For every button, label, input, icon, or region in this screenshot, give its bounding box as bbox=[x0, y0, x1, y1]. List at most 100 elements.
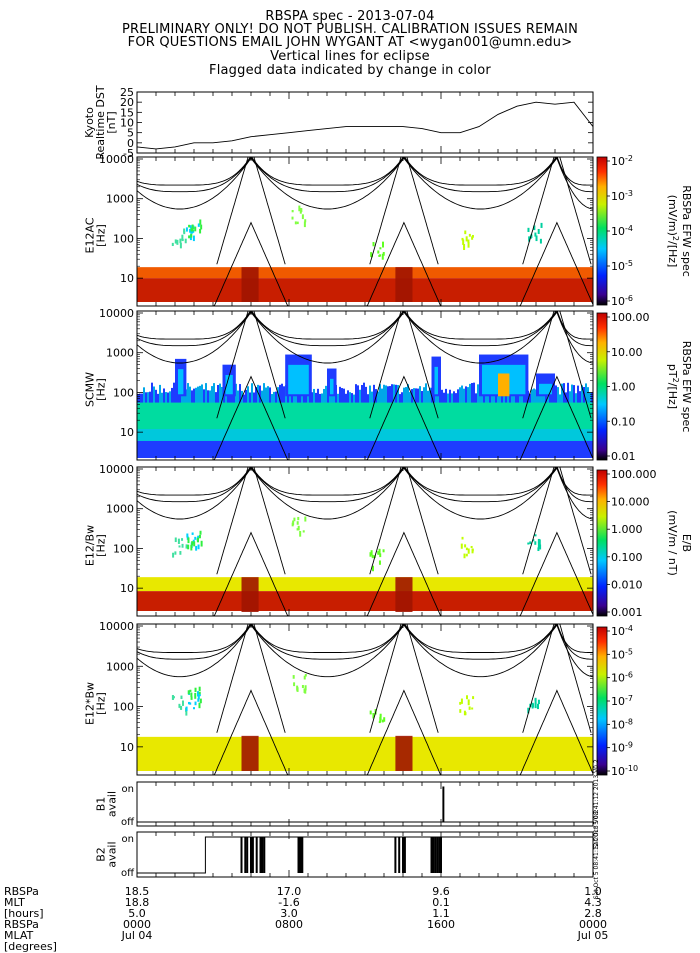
spectral-spot bbox=[190, 692, 193, 697]
noise-speck bbox=[475, 393, 477, 403]
noise-speck bbox=[429, 387, 431, 403]
spectral-spot bbox=[199, 530, 202, 535]
noise-speck bbox=[203, 389, 205, 403]
noise-speck bbox=[557, 387, 559, 403]
colorbar-tick-label: 10-4 bbox=[611, 624, 633, 638]
perigee-curve bbox=[522, 467, 592, 575]
scmw-ylabel: SCMW[Hz] bbox=[84, 372, 108, 407]
spectral-spot bbox=[381, 719, 384, 723]
bowl-curve bbox=[404, 311, 557, 340]
spectral-spot bbox=[174, 551, 177, 555]
noise-speck bbox=[515, 392, 517, 403]
spectral-spot bbox=[293, 682, 296, 687]
noise-speck bbox=[445, 388, 447, 403]
bowl-curve bbox=[556, 467, 593, 496]
spectral-spot bbox=[185, 706, 188, 712]
spectral-spot bbox=[304, 219, 307, 223]
noise-speck bbox=[367, 394, 369, 403]
colorbar-label: E/B bbox=[680, 534, 693, 552]
y-tick-label: 10000 bbox=[99, 307, 134, 320]
y-tick-label: 100 bbox=[113, 542, 134, 555]
bowl-curve bbox=[556, 624, 593, 678]
spectral-spot bbox=[179, 238, 182, 244]
spectral-spot bbox=[462, 239, 465, 245]
noise-speck bbox=[253, 392, 255, 403]
version-note: Sat Oct 5 08:41:12 2013 V0.2 bbox=[593, 759, 600, 849]
noise-speck bbox=[281, 383, 283, 403]
noise-speck bbox=[553, 391, 555, 403]
perigee-curve bbox=[522, 157, 592, 265]
noise-speck bbox=[441, 389, 443, 403]
spectral-spot bbox=[197, 694, 200, 700]
footer-value-h: 2.8 bbox=[584, 907, 602, 920]
footer-column: 9.6 0.1 1.1 1600 bbox=[401, 886, 481, 941]
b2-panel: on off Sat Oct 5 08:41:12 2013 V0.2 bbox=[121, 810, 600, 900]
y-tick-label: 0 bbox=[127, 137, 134, 150]
noise-band-blue bbox=[137, 440, 593, 458]
spectral-spot bbox=[188, 224, 191, 228]
spectral-spot bbox=[467, 548, 470, 554]
e12_over_bw-ylabel-line: E12/Bw bbox=[84, 525, 97, 566]
bowl-curve bbox=[403, 624, 558, 678]
colorbar-tick-label: 10-4 bbox=[611, 224, 633, 238]
bowl-curve bbox=[137, 624, 251, 653]
bowl-curve bbox=[403, 157, 558, 193]
bowl-curve bbox=[137, 624, 252, 660]
y-tick-label: 1000 bbox=[106, 193, 134, 206]
spectral-spot bbox=[303, 221, 306, 228]
noise-speck bbox=[177, 394, 179, 403]
noise-speck bbox=[533, 388, 535, 403]
spectral-spot bbox=[199, 228, 202, 234]
spectral-spot bbox=[304, 688, 307, 694]
bowl-curve bbox=[404, 624, 557, 653]
spectral-spot bbox=[371, 554, 374, 559]
noise-speck bbox=[211, 386, 213, 403]
spectral-spot bbox=[197, 698, 200, 702]
spectral-spot bbox=[463, 244, 466, 251]
b1-ylabel-line: avail bbox=[106, 791, 119, 817]
spectral-spot bbox=[181, 543, 184, 548]
colorbar-tick-label: 1.000 bbox=[611, 523, 643, 536]
colorbar-label: RBSPa EFW spec bbox=[680, 185, 693, 277]
e12ac-colorbar bbox=[596, 156, 608, 306]
noise-speck bbox=[461, 385, 463, 403]
bowl-curve bbox=[556, 157, 593, 193]
spectral-spot bbox=[171, 242, 174, 247]
noise-speck bbox=[393, 384, 395, 403]
spectral-spot bbox=[189, 702, 192, 705]
noise-speck bbox=[163, 388, 165, 403]
eclipse-note: Vertical lines for eclipse bbox=[270, 49, 430, 64]
spectral-spot bbox=[198, 702, 201, 709]
colorbar-tick-label: 10-10 bbox=[611, 764, 638, 778]
scmw-panel: 10 100 1000 10000 100.00 10.00 1.00 0.10 0.01 pT2… bbox=[99, 307, 693, 463]
footer-value-z: 0800 bbox=[275, 918, 303, 931]
spectral-spot bbox=[468, 706, 471, 710]
noise-speck bbox=[191, 390, 193, 403]
spectral-spot bbox=[537, 542, 540, 548]
noise-speck bbox=[419, 386, 421, 403]
spectral-spot bbox=[463, 553, 466, 559]
footer-column: 18.5 18.8 5.0 0000 Jul 04 bbox=[97, 886, 177, 941]
noise-speck bbox=[427, 390, 429, 403]
colorbar-tick-label: 10.000 bbox=[611, 496, 650, 509]
noise-speck bbox=[261, 390, 263, 403]
spectral-spot bbox=[529, 541, 532, 545]
dst-ylabel-line: [nT] bbox=[105, 111, 118, 133]
noise-speck bbox=[245, 389, 247, 403]
warning-line: PRELIMINARY ONLY! DO NOT PUBLISH. CALIBR… bbox=[121, 22, 579, 37]
wave-patch-core bbox=[178, 369, 184, 395]
noise-speck bbox=[237, 390, 239, 403]
noise-speck bbox=[187, 383, 189, 403]
spectral-spot bbox=[381, 253, 384, 260]
spectral-spot bbox=[472, 696, 475, 700]
perigee-curve bbox=[216, 157, 286, 265]
y-tick-label: 1000 bbox=[106, 347, 134, 360]
noise-speck bbox=[165, 392, 167, 403]
spectral-spot bbox=[370, 252, 373, 257]
e12ac-panel: 10 100 1000 10000 10-2 10-3 10-4 10-5 10-6 (mV/m)… bbox=[99, 153, 693, 308]
noise-speck bbox=[371, 391, 373, 403]
noise-speck bbox=[305, 393, 307, 403]
noise-speck bbox=[471, 382, 473, 403]
spectral-spot bbox=[178, 703, 181, 708]
